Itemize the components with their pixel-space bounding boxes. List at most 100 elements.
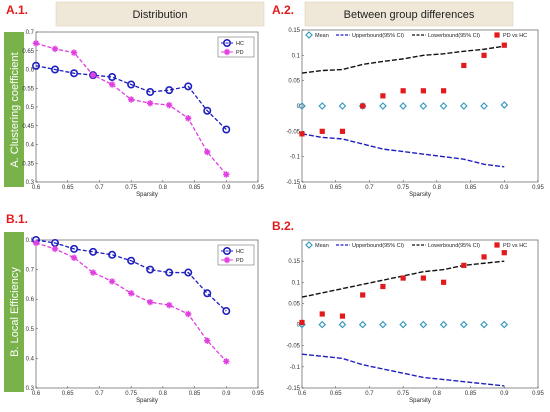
point-mean [439,320,448,329]
point-pd-core [72,256,76,260]
x-tick-label: 0.85 [189,391,201,397]
series-lowerbound [301,260,505,298]
x-tick-label: 0.65 [330,185,342,191]
side-box-b [4,232,24,392]
legend-label: PD [236,258,244,264]
side-box-a [4,32,24,187]
y-tick-label: 0.5 [26,327,35,333]
point-mean [459,102,468,110]
point-hc [127,80,136,89]
x-tick-label: 0.8 [433,391,442,397]
point-hc [203,106,212,115]
label-a2: A.2. [272,3,294,17]
x-tick-label: 0.75 [125,391,137,397]
label-a1: A.1. [6,3,28,17]
y-tick-label: 0.6 [26,68,35,74]
point-mean [480,102,488,110]
point-pd-core [167,103,171,107]
point-hc [127,256,136,265]
x-tick-label: 0.7 [95,391,104,397]
point-pd-vs-hc [339,128,346,134]
legend-marker [305,31,313,39]
point-pd-core [205,150,209,154]
y-tick-label: 0.3 [26,180,35,186]
point-pd-vs-hc [501,42,507,48]
point-hc [51,65,60,74]
legend-label: Upperbound(95% CI) [352,243,404,249]
point-hc [108,250,117,259]
point-pd-vs-hc [400,275,406,281]
point-pd-core [129,291,133,295]
point-mean [439,102,448,110]
x-tick-label: 0.9 [222,391,231,397]
legend-label: Lowerbound(95% CI) [428,243,480,249]
point-mean [338,102,347,110]
point-hc [89,247,98,256]
y-tick-label: -0.15 [286,386,300,392]
legend-marker [223,38,232,47]
y-tick-label: 0.45 [22,124,34,130]
point-mean [318,320,327,329]
x-tick-label: 0.95 [532,391,544,397]
x-tick-label: 0.8 [433,185,442,191]
side-label-a: A. Clustering coefficient [9,52,21,167]
point-pd-vs-hc [400,88,406,94]
x-tick-label: 0.85 [465,391,477,397]
label-b2: B.2. [272,219,294,233]
y-tick-label: 0.4 [26,356,35,362]
series-upperbound [301,353,505,387]
y-tick-label: 0.15 [288,259,300,265]
x-tick-label: 0.65 [62,391,74,397]
x-tick-label: 0.8 [159,391,168,397]
point-mean [298,102,306,110]
point-pd-core [186,312,190,316]
point-hc [70,244,79,253]
point-pd-vs-hc [319,128,325,134]
point-pd-vs-hc [441,279,447,285]
point-pd-core [148,101,152,105]
point-pd-core [224,359,228,363]
point-mean [399,102,407,110]
x-axis-label: Sparsity [409,398,431,404]
point-pd-vs-hc [299,131,305,137]
point-mean [500,320,509,329]
point-mean [419,102,428,110]
y-tick-label: -0.05 [286,129,300,135]
header-between-box [304,1,514,27]
point-mean [379,320,387,329]
y-tick-label: -0.05 [286,344,300,350]
legend-box [303,31,537,40]
legend-label: PD [236,50,244,56]
point-hc [70,69,79,78]
legend-marker-core [225,50,229,54]
point-pd-vs-hc [420,275,426,281]
point-pd-core [72,51,76,55]
x-tick-label: 0.75 [397,185,409,191]
point-pd-vs-hc [461,262,467,268]
point-hc [146,88,155,97]
point-hc [165,268,174,277]
x-tick-label: 0.65 [330,391,342,397]
y-tick-label: 0.1 [292,53,301,59]
point-pd-core [205,339,209,343]
point-pd-core [224,172,228,177]
point-hc [203,289,212,298]
point-mean [459,320,468,329]
legend-marker [223,247,232,256]
point-pd-core [186,116,190,120]
y-tick-label: 0.15 [288,28,300,34]
x-tick-label: 0.7 [365,391,374,397]
x-tick-label: 0.6 [298,391,307,397]
point-mean [358,320,367,329]
legend-marker [305,241,313,249]
point-pd-core [91,270,95,275]
point-pd-core [110,82,114,87]
y-tick-label: 0.35 [22,161,34,167]
point-mean [338,320,347,329]
legend-box [303,241,537,250]
point-pd-vs-hc [380,283,386,290]
point-pd-vs-hc [441,88,447,94]
y-tick-label: 0.1 [292,280,301,286]
y-tick-label: 0 [297,323,301,329]
